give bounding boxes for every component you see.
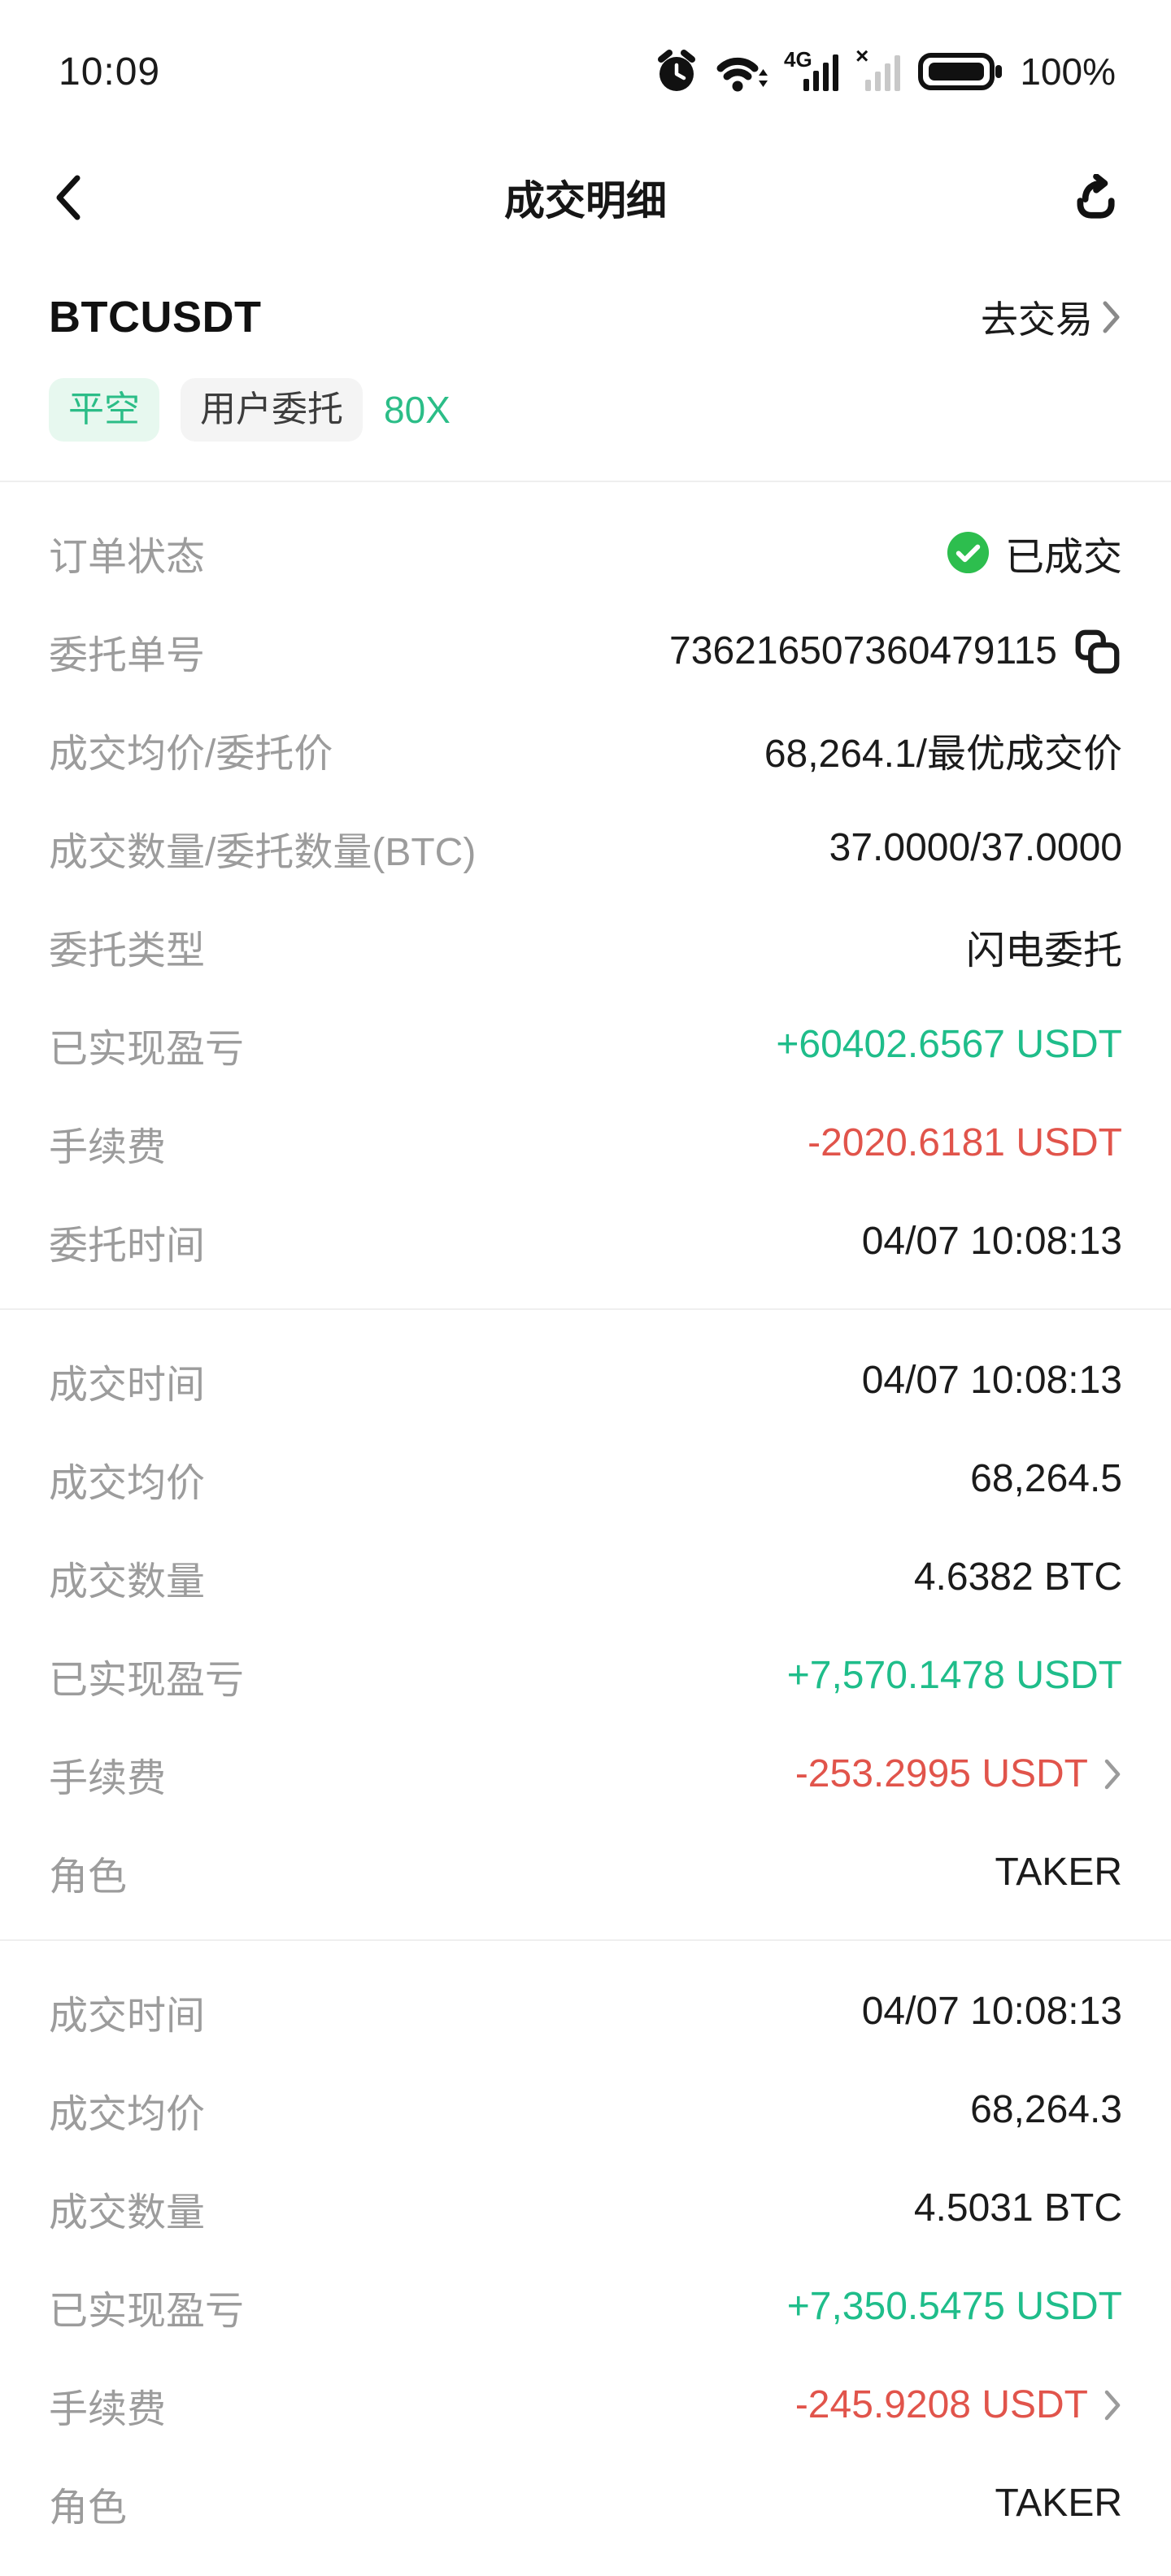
check-circle-icon — [946, 530, 990, 575]
row-label: 委托单号 — [49, 633, 206, 677]
battery-icon — [917, 49, 1005, 94]
row-label: 手续费 — [49, 2387, 167, 2431]
fill-fee-value: -253.2995 USDT — [794, 1752, 1088, 1795]
order-type-value: 闪电委托 — [965, 929, 1122, 973]
avg-price-row: 成交均价/委托价 68,264.1/最优成交价 — [49, 700, 1122, 798]
fill-qty-row: 成交数量 4.6382 BTC — [49, 1528, 1122, 1626]
signal-4g-icon: 4G — [784, 49, 841, 94]
battery-percent-label: 100% — [1020, 50, 1116, 93]
svg-text:×: × — [855, 49, 868, 68]
fee-row: 手续费 -2020.6181 USDT — [49, 1094, 1122, 1192]
chevron-right-icon — [1103, 1758, 1122, 1791]
go-trade-link[interactable]: 去交易 — [981, 290, 1122, 344]
row-label: 成交数量 — [49, 1560, 206, 1603]
realized-pnl-row: 已实现盈亏 +60402.6567 USDT — [49, 995, 1122, 1094]
signal-no-sim-icon: × — [855, 49, 903, 94]
row-label: 成交均价 — [49, 2092, 206, 2136]
fill-pnl-value: +7,570.1478 USDT — [786, 1654, 1122, 1697]
fill-qty-row: 成交数量 4.5031 BTC — [49, 2159, 1122, 2257]
order-type-row: 委托类型 闪电委托 — [49, 897, 1122, 995]
fill-fee-row[interactable]: 手续费 -245.9208 USDT — [49, 2356, 1122, 2454]
qty-value: 37.0000/37.0000 — [829, 826, 1122, 869]
chevron-right-icon — [1101, 299, 1122, 335]
fill-pnl-row: 已实现盈亏 +7,350.5475 USDT — [49, 2257, 1122, 2356]
row-label: 成交数量/委托数量(BTC) — [49, 830, 477, 874]
fill-price-value: 68,264.3 — [970, 2088, 1122, 2131]
order-status-value: 已成交 — [1004, 535, 1122, 579]
order-detail-section: 订单状态 已成交 委托单号 736216507360479115 成交均价/ — [0, 482, 1171, 1308]
order-id-value: 736216507360479115 — [669, 629, 1057, 672]
tags-row: 平空 用户委托 80X — [49, 378, 1122, 442]
alarm-icon — [654, 49, 699, 94]
row-label: 已实现盈亏 — [49, 1027, 245, 1071]
share-button[interactable] — [1070, 173, 1119, 221]
fill-time-value: 04/07 10:08:13 — [861, 1359, 1122, 1402]
order-status-row: 订单状态 已成交 — [49, 503, 1122, 602]
fill-time-row: 成交时间 04/07 10:08:13 — [49, 1331, 1122, 1429]
row-label: 成交数量 — [49, 2191, 206, 2234]
fill-price-row: 成交均价 68,264.5 — [49, 1429, 1122, 1528]
status-bar: 10:09 4G — [0, 0, 1171, 122]
back-button[interactable] — [52, 172, 83, 223]
row-label: 已实现盈亏 — [49, 2289, 245, 2333]
fill-price-value: 68,264.5 — [970, 1457, 1122, 1500]
fill-time-value: 04/07 10:08:13 — [861, 1990, 1122, 2033]
fill-fee-value: -245.9208 USDT — [794, 2383, 1088, 2426]
fill-time-row: 成交时间 04/07 10:08:13 — [49, 1962, 1122, 2060]
fill-qty-value: 4.6382 BTC — [913, 1556, 1122, 1599]
row-label: 角色 — [49, 2486, 128, 2530]
go-trade-label: 去交易 — [981, 298, 1093, 341]
row-label: 订单状态 — [49, 535, 206, 579]
fee-value: -2020.6181 USDT — [808, 1121, 1122, 1164]
avg-price-value: 68,264.1/最优成交价 — [764, 732, 1122, 776]
order-source-badge: 用户委托 — [181, 378, 363, 442]
row-label: 成交时间 — [49, 1363, 206, 1407]
row-label: 成交均价 — [49, 1461, 206, 1505]
fill-pnl-row: 已实现盈亏 +7,570.1478 USDT — [49, 1626, 1122, 1725]
clock-time: 10:09 — [59, 50, 161, 94]
row-label: 已实现盈亏 — [49, 1658, 245, 1702]
fill-section: 成交时间 04/07 10:08:13 成交均价 68,264.5 成交数量 4… — [0, 1310, 1171, 1939]
symbol-name: BTCUSDT — [49, 293, 262, 342]
page-title: 成交明细 — [504, 177, 667, 224]
fill-role-row: 角色 TAKER — [49, 1823, 1122, 1921]
share-icon — [1070, 173, 1119, 221]
network-type-label: 4G — [784, 49, 812, 72]
leverage-label: 80X — [384, 389, 451, 431]
fill-fee-row[interactable]: 手续费 -253.2995 USDT — [49, 1725, 1122, 1823]
fill-price-row: 成交均价 68,264.3 — [49, 2060, 1122, 2159]
instrument-header: BTCUSDT 去交易 平空 用户委托 80X — [0, 272, 1171, 481]
order-time-row: 委托时间 04/07 10:08:13 — [49, 1192, 1122, 1290]
row-label: 角色 — [49, 1855, 128, 1899]
section-divider — [0, 481, 1171, 482]
section-divider — [0, 1939, 1171, 1941]
row-label: 成交均价/委托价 — [49, 732, 333, 776]
fill-role-value: TAKER — [995, 2482, 1122, 2525]
side-badge: 平空 — [49, 378, 159, 442]
order-id-row: 委托单号 736216507360479115 — [49, 602, 1122, 700]
section-divider — [0, 1308, 1171, 1310]
nav-bar: 成交明细 — [0, 122, 1171, 272]
back-chevron-icon — [52, 172, 83, 223]
wifi-icon — [714, 49, 769, 94]
fill-role-value: TAKER — [995, 1851, 1122, 1894]
row-label: 委托类型 — [49, 929, 206, 973]
row-label: 手续费 — [49, 1125, 167, 1169]
status-icons: 4G × 100% — [654, 49, 1116, 94]
realized-pnl-value: +60402.6567 USDT — [776, 1023, 1122, 1066]
qty-row: 成交数量/委托数量(BTC) 37.0000/37.0000 — [49, 798, 1122, 897]
chevron-right-icon — [1103, 2389, 1122, 2422]
row-label: 委托时间 — [49, 1224, 206, 1268]
row-label: 成交时间 — [49, 1994, 206, 2038]
fill-role-row: 角色 TAKER — [49, 2454, 1122, 2552]
fill-section: 成交时间 04/07 10:08:13 成交均价 68,264.3 成交数量 4… — [0, 1941, 1171, 2570]
fill-qty-value: 4.5031 BTC — [913, 2187, 1122, 2230]
copy-icon[interactable] — [1072, 626, 1122, 677]
fill-pnl-value: +7,350.5475 USDT — [786, 2285, 1122, 2328]
row-label: 手续费 — [49, 1756, 167, 1800]
order-time-value: 04/07 10:08:13 — [861, 1220, 1122, 1263]
